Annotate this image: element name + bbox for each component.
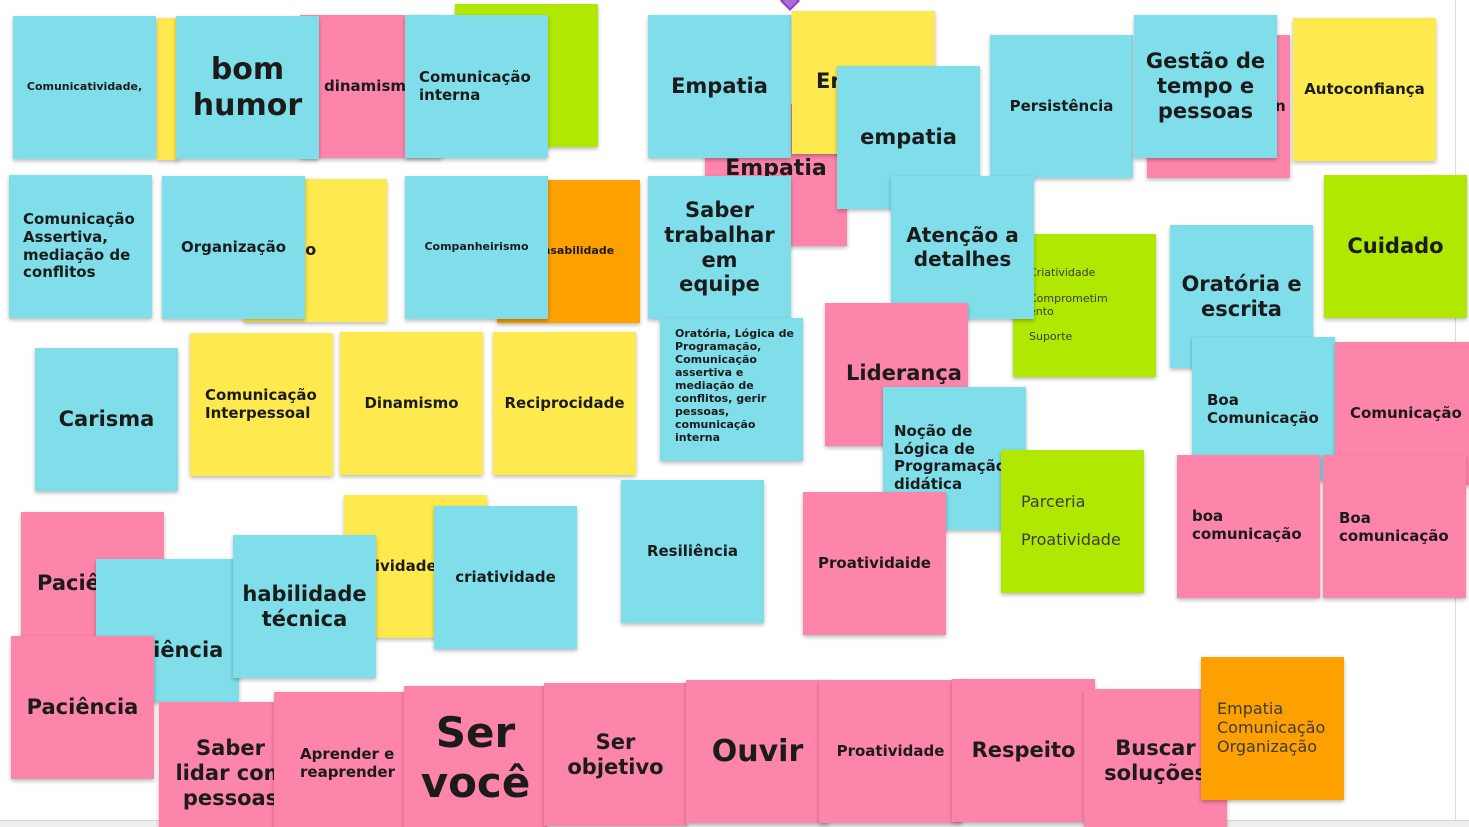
sticky-note-text: n xyxy=(1275,96,1286,115)
sticky-note-text: Saber lidar com pessoas xyxy=(175,736,286,810)
sticky-note[interactable]: Oratória, Lógica de Programação, Comunic… xyxy=(660,318,803,461)
cursor-marker-icon xyxy=(780,0,800,11)
sticky-note-text: Persistência xyxy=(1009,96,1114,115)
sticky-note-text: Boa Comunicação xyxy=(1207,391,1319,427)
sticky-note[interactable]: Comunicação Assertiva, mediação de confl… xyxy=(9,175,152,318)
sticky-note-text: boa comunicação xyxy=(1192,507,1302,543)
sticky-note[interactable]: Parceria Proatividade xyxy=(1001,450,1144,593)
sticky-note-text: bom humor xyxy=(192,52,303,123)
sticky-note-text: habilidade técnica xyxy=(242,581,367,631)
sticky-note[interactable]: Ouvir xyxy=(686,680,829,823)
sticky-note[interactable]: Comunicação interna xyxy=(405,15,548,158)
sticky-note-text: Comunicação Interpessoal xyxy=(205,385,317,422)
sticky-note[interactable]: Resiliência xyxy=(621,480,764,623)
sticky-note[interactable]: Dinamismo xyxy=(340,332,483,475)
sticky-note[interactable]: Proatividade xyxy=(819,680,962,823)
sticky-note-text: Oratória e escrita xyxy=(1181,271,1302,321)
sticky-note-text: Criatividade Comprometim ento Suporte xyxy=(1029,265,1108,344)
sticky-note[interactable]: Empatia xyxy=(648,15,791,158)
sticky-note-text: Oratória, Lógica de Programação, Comunic… xyxy=(675,327,794,444)
sticky-note-text: criatividade xyxy=(455,567,556,586)
sticky-note[interactable]: Boa comunicação xyxy=(1323,455,1466,598)
sticky-note[interactable]: Autoconfiança xyxy=(1293,18,1436,161)
sticky-note-text: dinamismo xyxy=(324,76,417,95)
sticky-note[interactable]: Criatividade Comprometim ento Suporte xyxy=(1013,234,1156,377)
sticky-note-text: Empatia Comunicação Organização xyxy=(1217,699,1326,756)
sticky-note-text: Comunicação Assertiva, mediação de confl… xyxy=(23,210,135,282)
sticky-note-text: Gestão de tempo e pessoas xyxy=(1145,49,1266,123)
sticky-note-text: Liderança xyxy=(846,361,962,385)
sticky-note-text: Respeito xyxy=(971,738,1076,763)
sticky-note[interactable]: Proatividaide xyxy=(803,492,946,635)
sticky-note[interactable]: Empatia Comunicação Organização xyxy=(1201,657,1344,800)
sticky-note[interactable]: boa comunicação xyxy=(1177,455,1320,598)
sticky-note-text: Dinamismo xyxy=(364,393,459,412)
sticky-note-text: empatia xyxy=(860,125,957,150)
sticky-note-text: Noção de Lógica de Programação - didátic… xyxy=(894,422,1017,494)
sticky-note-text: Comunicatividade, xyxy=(26,80,143,94)
sticky-note[interactable]: Comunicatividade, xyxy=(13,16,156,159)
sticky-note[interactable]: criatividade xyxy=(434,506,577,649)
sticky-note[interactable]: Persistência xyxy=(990,35,1133,178)
sticky-note[interactable]: Companheirismo xyxy=(405,176,548,319)
sticky-note[interactable]: Paciência xyxy=(11,636,154,779)
sticky-note-text: Ser objetivo xyxy=(567,729,664,779)
sticky-note-text: Autoconfiança xyxy=(1304,79,1425,98)
sticky-note-text: Organização xyxy=(181,237,286,256)
sticky-note[interactable]: Respeito xyxy=(952,679,1095,822)
sticky-note-text: Ser você xyxy=(420,707,531,807)
sticky-note-text: Ouvir xyxy=(711,733,804,769)
sticky-note-text: Aprender e reaprender xyxy=(300,744,395,781)
sticky-note-text: Boa comunicação xyxy=(1339,509,1449,545)
sticky-note[interactable]: Comunicação Interpessoal xyxy=(190,333,333,476)
sticky-note[interactable]: Gestão de tempo e pessoas xyxy=(1134,15,1277,158)
sticky-note[interactable]: Carisma xyxy=(35,348,178,491)
sticky-note-text: Reciprocidade xyxy=(504,393,625,412)
sticky-note-text: Comunicação interna xyxy=(419,67,531,104)
sticky-note-text: Companheirismo xyxy=(424,240,529,254)
sticky-note[interactable] xyxy=(157,18,179,160)
sticky-note[interactable]: habilidade técnica xyxy=(233,535,376,678)
sticky-note[interactable]: Organização xyxy=(162,176,305,319)
sticky-note[interactable]: bom humor xyxy=(176,16,319,159)
sticky-note-text: onsabilidade xyxy=(535,244,615,258)
sticky-note[interactable]: Cuidado xyxy=(1324,175,1467,318)
sticky-note-text: Paciência xyxy=(26,695,139,720)
sticky-note[interactable]: Saber trabalhar em equipe xyxy=(648,176,791,319)
sticky-note[interactable]: Atenção a detalhes xyxy=(891,176,1034,319)
sticky-note-text: Empatia xyxy=(671,74,768,99)
sticky-note-text: Carisma xyxy=(58,407,155,432)
sticky-note[interactable]: Aprender e reaprender xyxy=(274,692,417,827)
sticky-note-text: Resiliência xyxy=(646,541,739,560)
sticky-note-text: Paciê xyxy=(37,571,100,596)
sticky-note-text: Proatividade xyxy=(836,741,945,760)
sticky-note-text: Atenção a detalhes xyxy=(906,222,1019,271)
sticky-note-text: Cuidado xyxy=(1347,234,1444,259)
sticky-note[interactable]: Reciprocidade xyxy=(493,332,636,475)
sticky-note[interactable]: Ser objetivo xyxy=(544,683,687,826)
sticky-note-text: Buscar soluções xyxy=(1104,735,1207,785)
sticky-note-text: Parceria Proatividade xyxy=(1021,492,1121,549)
sticky-note-text: Saber trabalhar em equipe xyxy=(664,197,775,297)
sticky-note-text: Comunicação xyxy=(1350,403,1462,422)
sticky-note[interactable]: Ser você xyxy=(404,686,547,827)
sticky-note-text: Proatividaide xyxy=(818,553,931,572)
